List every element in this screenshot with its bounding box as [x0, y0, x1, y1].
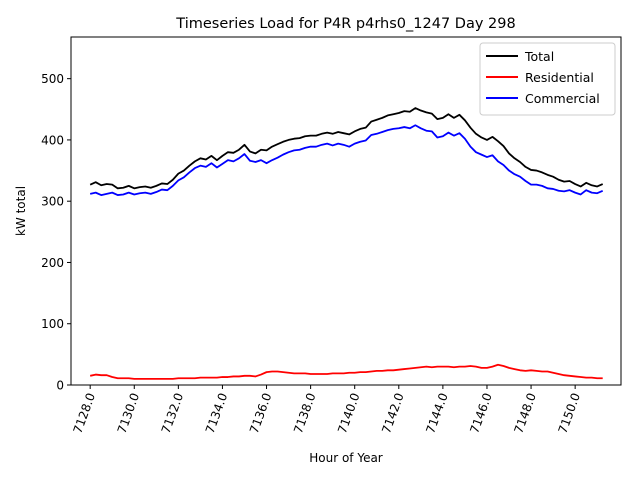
y-tick-label: 500: [41, 72, 64, 86]
series-line-residential: [89, 363, 603, 380]
y-tick-label: 400: [41, 133, 64, 147]
series-line-commercial: [89, 124, 604, 196]
legend-label-total: Total: [524, 49, 554, 64]
y-tick-label: 100: [41, 317, 64, 331]
x-tick-label: 7142.0: [379, 391, 407, 435]
series-layer: [89, 107, 604, 380]
x-tick-label: 7138.0: [291, 391, 319, 435]
plot-frame: [70, 36, 622, 386]
y-tick-label: 0: [56, 379, 64, 393]
y-tick-label: 200: [41, 256, 64, 270]
x-tick-label: 7146.0: [467, 391, 495, 435]
y-tick-label: 300: [41, 195, 64, 209]
x-tick-label: 7128.0: [71, 391, 99, 435]
x-axis-label: Hour of Year: [309, 451, 383, 465]
chart-title: Timeseries Load for P4R p4rhs0_1247 Day …: [175, 16, 515, 32]
x-tick-label: 7130.0: [115, 391, 143, 435]
legend: Total Residential Commercial: [479, 42, 616, 116]
x-tick-label: 7132.0: [159, 391, 187, 435]
y-axis: 0 100 200 300 400 500: [41, 72, 71, 393]
x-tick-label: 7134.0: [203, 391, 231, 435]
x-tick-label: 7148.0: [511, 391, 539, 435]
y-axis-label: kW total: [14, 186, 28, 236]
x-tick-label: 7140.0: [335, 391, 363, 435]
x-tick-label: 7150.0: [556, 391, 584, 435]
x-tick-label: 7144.0: [423, 391, 451, 435]
legend-label-residential: Residential: [525, 70, 594, 85]
legend-label-commercial: Commercial: [525, 91, 600, 106]
x-tick-label: 7136.0: [247, 391, 275, 435]
series-line-total: [89, 107, 604, 190]
x-axis: 7128.0 7130.0 7132.0 7134.0 7136.0 7138.0 7140…: [71, 385, 583, 435]
